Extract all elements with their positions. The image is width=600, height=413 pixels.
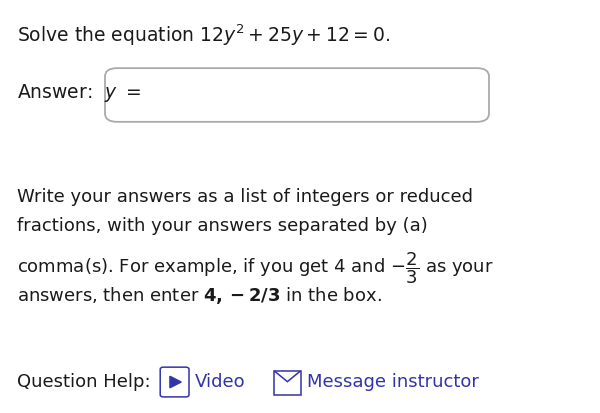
FancyBboxPatch shape bbox=[105, 68, 489, 122]
FancyBboxPatch shape bbox=[274, 371, 301, 395]
Text: Write your answers as a list of integers or reduced: Write your answers as a list of integers… bbox=[17, 188, 473, 206]
Text: comma(s). For example, if you get $4$ and $-\dfrac{2}{3}$ as your: comma(s). For example, if you get $4$ an… bbox=[17, 250, 493, 285]
Polygon shape bbox=[170, 376, 181, 388]
FancyBboxPatch shape bbox=[160, 367, 189, 397]
Text: answers, then enter $\mathbf{4,-2/3}$ in the box.: answers, then enter $\mathbf{4,-2/3}$ in… bbox=[17, 285, 382, 306]
Text: Message instructor: Message instructor bbox=[307, 373, 479, 391]
Text: Question Help:: Question Help: bbox=[17, 373, 151, 391]
Text: Answer:  $y\ =$: Answer: $y\ =$ bbox=[17, 82, 140, 104]
Text: fractions, with your answers separated by (a): fractions, with your answers separated b… bbox=[17, 217, 428, 235]
Text: Solve the equation $12y^2 + 25y + 12 = 0$.: Solve the equation $12y^2 + 25y + 12 = 0… bbox=[17, 23, 390, 48]
Text: Video: Video bbox=[195, 373, 245, 391]
